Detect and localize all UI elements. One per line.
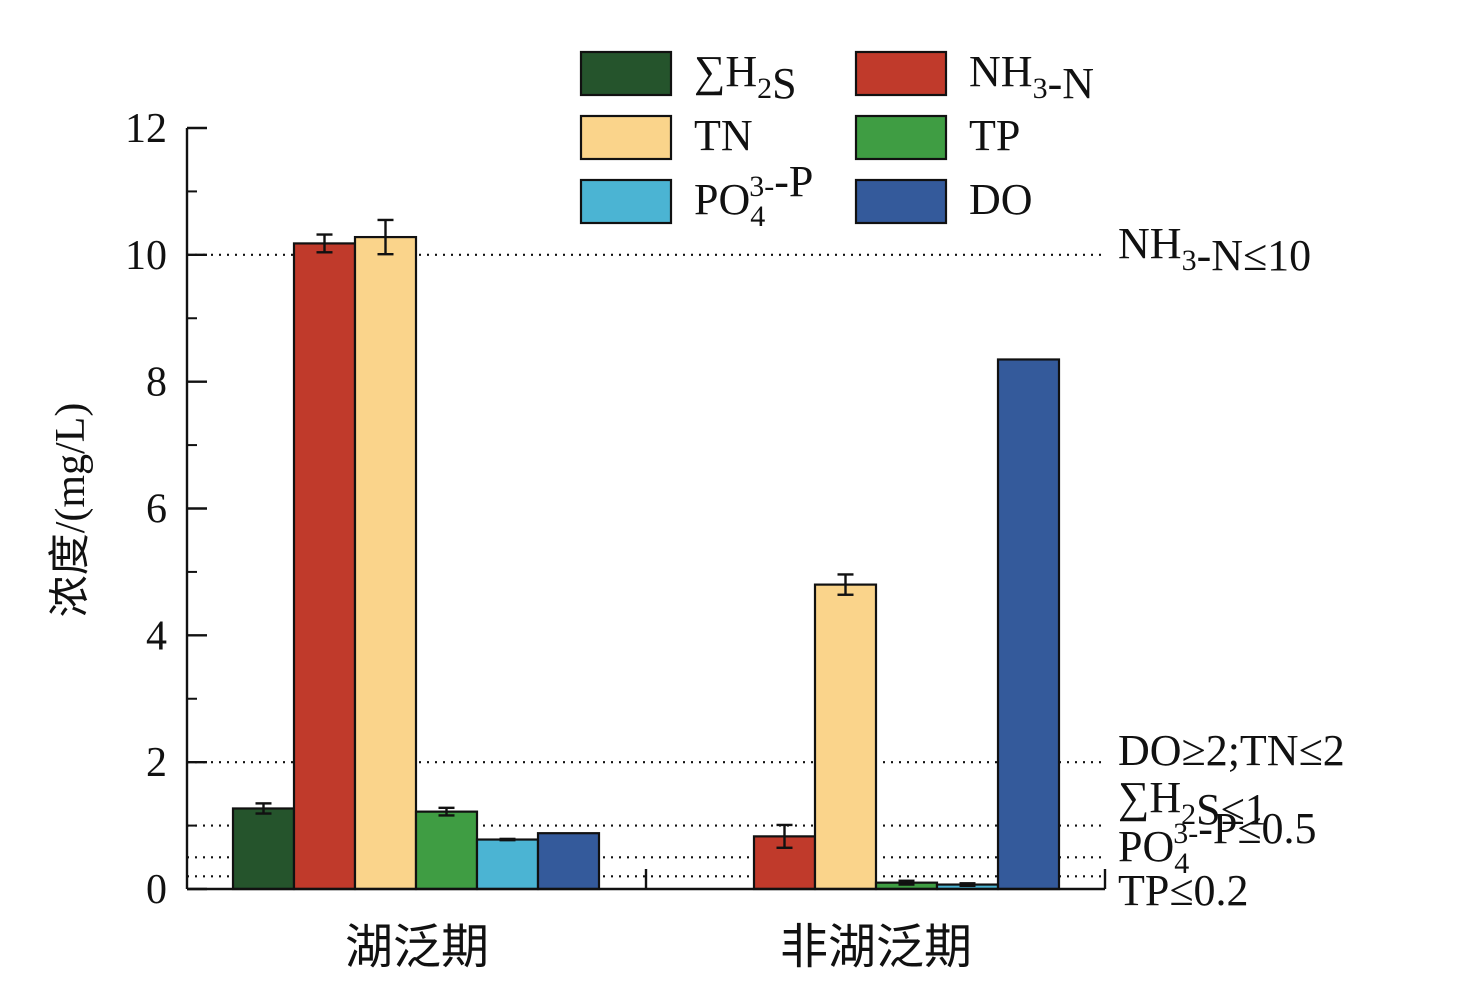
legend-swatch [579, 114, 673, 161]
bar [536, 832, 601, 891]
axes: 0 2 4 6 8 10 12 湖泛期 非湖泛期 [125, 106, 1107, 975]
threshold-label: DO≥2;TN≤2 [1118, 726, 1345, 775]
legend-swatch [854, 50, 948, 97]
bars [231, 218, 1061, 891]
bar [414, 810, 479, 891]
legend-label: TN [694, 111, 753, 160]
bar [996, 358, 1061, 891]
threshold-label: PO43--P≤0.5 [1118, 804, 1317, 880]
legend-label: PO43--P [694, 157, 813, 233]
legend-swatch [579, 178, 673, 225]
bar [475, 838, 540, 891]
legend-swatch [854, 178, 948, 225]
x-category-label: 湖泛期 [345, 919, 489, 975]
threshold-label: NH3-N≤10 [1118, 219, 1311, 280]
legend: ∑H2S NH3-N TN TP PO43--P DO [579, 47, 1094, 233]
y-tick-label: 4 [146, 613, 167, 659]
y-tick-label: 6 [146, 487, 167, 533]
y-axis-label: 浓度/(mg/L) [48, 403, 94, 618]
bar [353, 235, 418, 891]
x-category-label: 非湖泛期 [780, 919, 972, 975]
legend-label: ∑H2S [694, 47, 797, 108]
bar [292, 242, 357, 891]
bar [231, 807, 296, 891]
legend-swatch [854, 114, 948, 161]
legend-label: TP [969, 111, 1020, 160]
legend-swatch [579, 50, 673, 97]
legend-label: NH3-N [969, 47, 1094, 108]
bar [813, 583, 878, 891]
threshold-label: ∑H2S≤1 [1118, 773, 1267, 834]
y-tick-label: 8 [146, 360, 167, 406]
y-tick-label: 12 [125, 106, 167, 152]
y-tick-label: 2 [146, 740, 167, 786]
y-tick-label: 10 [125, 233, 167, 279]
threshold-label: TP≤0.2 [1118, 866, 1249, 915]
legend-label: DO [969, 175, 1033, 224]
y-tick-label: 0 [146, 867, 167, 913]
